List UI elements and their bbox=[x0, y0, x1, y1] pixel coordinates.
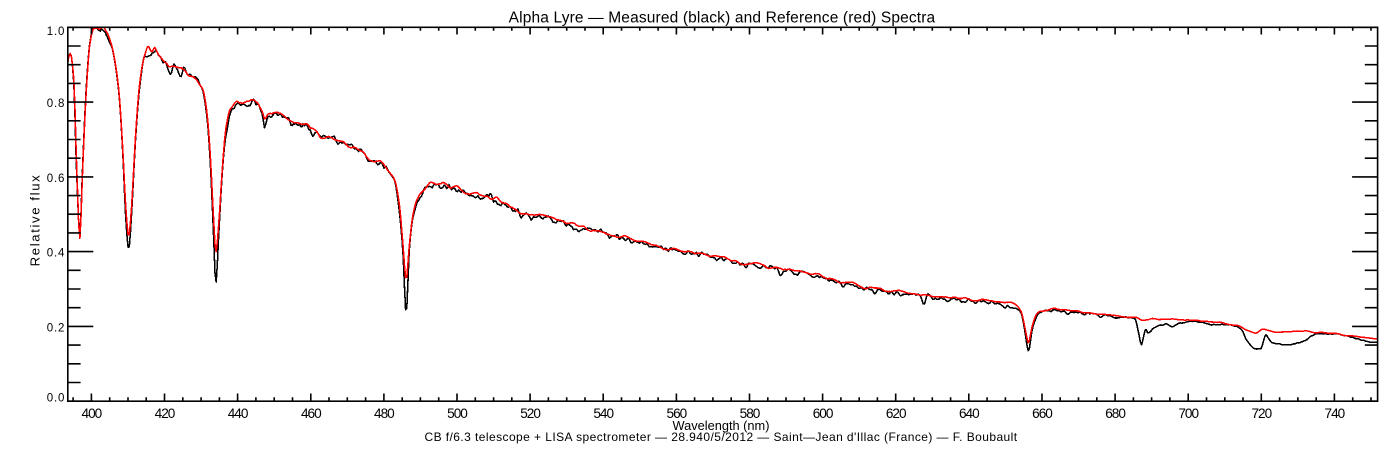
svg-text:700: 700 bbox=[1178, 406, 1199, 421]
svg-text:420: 420 bbox=[155, 406, 176, 421]
svg-text:520: 520 bbox=[520, 406, 541, 421]
svg-text:440: 440 bbox=[228, 406, 249, 421]
svg-text:0.8: 0.8 bbox=[47, 98, 65, 110]
svg-text:0.0: 0.0 bbox=[47, 393, 65, 405]
svg-text:680: 680 bbox=[1105, 406, 1126, 421]
svg-text:CB f/6.3 telescope + LISA spec: CB f/6.3 telescope + LISA spectrometer —… bbox=[424, 430, 1017, 444]
svg-text:0.2: 0.2 bbox=[47, 322, 65, 334]
svg-text:740: 740 bbox=[1325, 406, 1346, 421]
svg-text:600: 600 bbox=[813, 406, 834, 421]
svg-text:580: 580 bbox=[740, 406, 761, 421]
svg-text:660: 660 bbox=[1032, 406, 1053, 421]
svg-text:Relative flux: Relative flux bbox=[28, 174, 43, 267]
svg-text:Alpha Lyre — Measured (black): Alpha Lyre — Measured (black) and Refere… bbox=[509, 9, 936, 26]
svg-text:640: 640 bbox=[959, 406, 980, 421]
svg-text:1.0: 1.0 bbox=[47, 26, 65, 38]
svg-text:0.6: 0.6 bbox=[47, 173, 65, 185]
svg-text:0.4: 0.4 bbox=[47, 248, 65, 260]
svg-text:460: 460 bbox=[301, 406, 322, 421]
svg-text:620: 620 bbox=[886, 406, 907, 421]
svg-text:Wavelength (nm): Wavelength (nm) bbox=[673, 418, 770, 433]
svg-text:560: 560 bbox=[667, 406, 688, 421]
svg-text:480: 480 bbox=[374, 406, 395, 421]
svg-text:400: 400 bbox=[82, 406, 103, 421]
svg-text:500: 500 bbox=[447, 406, 468, 421]
svg-text:540: 540 bbox=[593, 406, 614, 421]
svg-text:720: 720 bbox=[1251, 406, 1272, 421]
